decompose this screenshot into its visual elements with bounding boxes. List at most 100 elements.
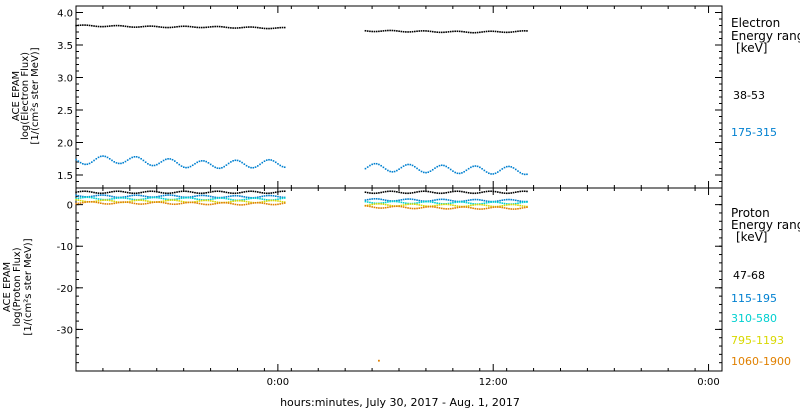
data-point [458,30,461,33]
data-point [463,31,465,33]
data-point [153,196,156,199]
data-point [396,30,398,32]
data-point [111,190,113,193]
proton-ylabel: ACE EPAM log(Proton Flux) [1/(cm²s ster … [2,238,34,335]
data-point [234,194,237,197]
proton-legend-subtitle: Energy range [731,218,800,232]
proton-y-ticks: 0 -10 -20 -30 [57,187,722,372]
data-point [400,166,403,169]
data-point [456,201,459,203]
data-point [454,200,456,203]
data-point [474,203,477,206]
data-point [398,30,400,33]
data-point [140,157,142,160]
data-point [218,25,221,28]
data-point [366,191,369,194]
data-point [200,199,203,202]
electron-legend-item-175-315: 175-315 [731,126,777,139]
data-point [373,203,376,205]
data-point [218,167,221,170]
data-point [182,25,185,28]
data-point [241,26,243,29]
data-point [108,198,111,201]
data-point [187,166,190,169]
data-point [440,203,443,206]
proton-legend: Proton Energy range [keV] 47-68 115-195 … [731,206,800,368]
data-point [171,199,174,201]
electron-ylabel-line2: log(Electron Flux) [20,52,31,140]
data-point [180,190,183,193]
data-point [178,25,181,28]
data-point [256,197,259,200]
data-point [449,168,452,171]
electron-y-ticks: 1.5 2.0 2.5 3.0 3.5 4.0 [57,9,722,189]
data-point [508,198,510,201]
data-point [472,165,474,168]
data-point [476,165,479,168]
x-tick-label: 12:00 [479,377,508,388]
data-point [144,190,147,193]
data-point [248,201,250,203]
data-point [104,199,107,201]
data-point [180,197,183,200]
data-point [207,198,210,201]
data-point [250,166,252,169]
data-point [416,30,418,33]
data-point [158,201,160,203]
data-point [488,207,490,209]
data-point [135,199,138,202]
data-point [191,164,194,167]
data-point [241,191,243,194]
proton-ylabel-line1: ACE EPAM [2,262,13,312]
data-point [248,203,250,205]
data-point [178,203,181,205]
data-point [263,192,266,194]
data-point [429,205,432,208]
data-point [245,26,248,28]
data-point [472,192,474,195]
data-point [456,172,459,175]
data-point [391,200,394,203]
data-point [283,190,286,193]
data-point [268,158,270,161]
data-point [279,196,282,198]
data-point [82,200,84,202]
data-point [97,25,100,28]
data-point [505,207,508,210]
data-point [158,162,160,165]
data-point [261,27,264,30]
data-point [449,207,452,210]
data-point [281,165,284,168]
data-point [400,204,403,207]
data-point [234,203,237,206]
data-point [93,191,95,194]
data-point [526,201,528,203]
data-point [479,208,481,210]
data-point [102,155,104,157]
data-point [97,192,100,194]
data-point [162,194,165,197]
data-point [265,159,268,161]
data-point [445,203,448,206]
data-point [510,166,513,168]
data-point [452,30,454,33]
data-point [526,30,528,32]
data-point [281,26,284,29]
data-point [165,192,167,195]
data-point [99,155,102,158]
data-point [176,161,178,164]
data-point [485,190,488,193]
data-point [212,165,214,167]
data-point [91,161,93,163]
data-point [97,194,100,197]
data-point [254,197,257,200]
data-point [221,201,223,204]
data-point [259,27,261,29]
data-point [393,170,396,173]
data-point [445,198,448,201]
data-point [382,191,385,193]
data-point [431,206,434,208]
data-point [517,170,519,172]
data-point [391,29,394,32]
data-point [91,196,93,199]
